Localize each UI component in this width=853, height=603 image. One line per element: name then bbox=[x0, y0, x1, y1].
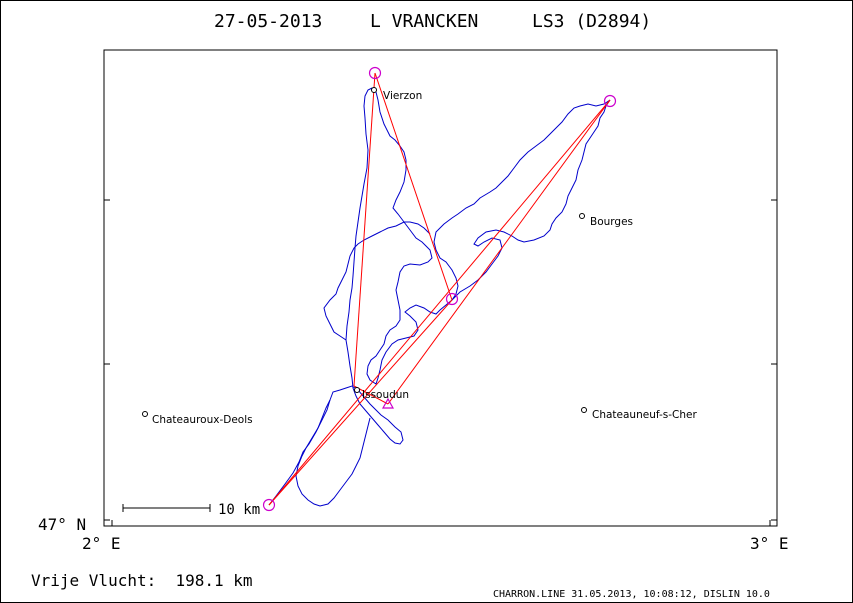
turnpoint-northeast bbox=[603, 94, 617, 108]
title-glider: LS3 (D2894) bbox=[532, 11, 651, 32]
marker-vierzon bbox=[371, 87, 377, 93]
scale-bar bbox=[122, 504, 211, 512]
map-frame bbox=[103, 49, 778, 527]
place-label-chateauroux: Chateauroux-Deols bbox=[152, 414, 253, 426]
title-date: 27-05-2013 bbox=[214, 11, 322, 32]
marker-chateauneuf bbox=[581, 407, 587, 413]
turnpoints bbox=[262, 66, 617, 512]
marker-issoudun bbox=[354, 387, 360, 393]
place-label-vierzon: Vierzon bbox=[383, 90, 422, 102]
task-lines bbox=[268, 72, 611, 506]
flight-track-segment-2 bbox=[323, 221, 431, 341]
place-label-issoudun: Issoudun bbox=[362, 389, 409, 401]
place-label-chateauneuf: Chateauneuf-s-Cher bbox=[592, 409, 697, 421]
free-flight-distance: Vrije Vlucht: 198.1 km bbox=[31, 571, 253, 590]
place-label-bourges: Bourges bbox=[590, 216, 633, 228]
finish-triangle bbox=[381, 397, 395, 409]
title-pilot: L VRANCKEN bbox=[370, 11, 478, 32]
marker-chateauroux bbox=[142, 411, 148, 417]
turnpoint-middle bbox=[445, 292, 459, 306]
turnpoint-start bbox=[262, 498, 276, 512]
marker-bourges bbox=[579, 213, 585, 219]
place-markers bbox=[142, 87, 587, 417]
axis-ticks bbox=[104, 199, 777, 526]
axis-lat-label: 47° N bbox=[38, 515, 86, 534]
flight-track-segment-3 bbox=[295, 399, 371, 507]
scale-bar-label: 10 km bbox=[218, 502, 260, 518]
turnpoint-vierzon bbox=[368, 66, 382, 80]
flight-track-segment bbox=[451, 99, 611, 301]
program-credit: CHARRON.LINE 31.05.2013, 10:08:12, DISLI… bbox=[493, 589, 770, 600]
flight-track bbox=[268, 87, 611, 506]
axis-lon-end-label: 3° E bbox=[750, 534, 789, 553]
axis-lon-start-label: 2° E bbox=[82, 534, 121, 553]
